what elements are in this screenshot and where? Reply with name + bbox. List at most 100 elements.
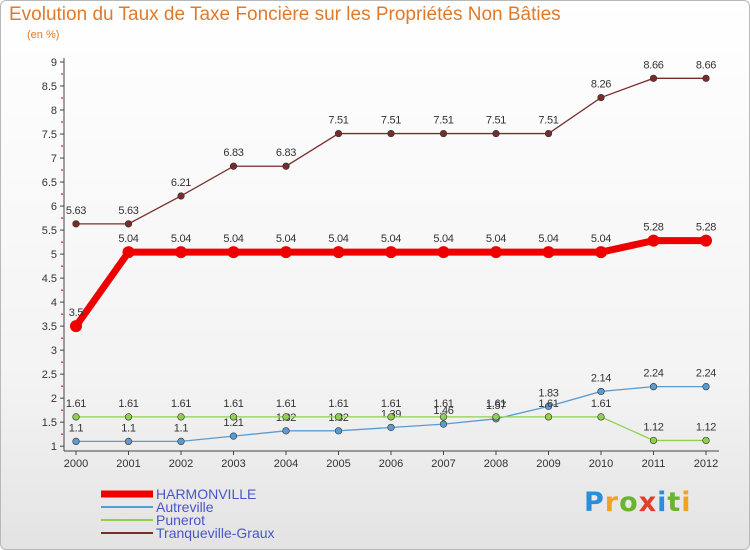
y-minor-dot (61, 265, 63, 268)
y-tick-label: 7.5 (42, 129, 57, 141)
data-point-punerot (72, 413, 80, 421)
series-line-tranqueville-graux (76, 77, 706, 225)
y-tick-label: 9 (51, 57, 57, 69)
data-label-harmonville: 5.04 (223, 233, 243, 245)
data-label-tranqueville-graux: 8.66 (643, 59, 663, 71)
data-point-autreville (124, 437, 133, 445)
y-tick-label: 2 (51, 393, 57, 405)
data-point-autreville (334, 427, 343, 435)
data-label-tranqueville-graux: 7.51 (538, 115, 558, 127)
data-point-punerot (439, 413, 448, 421)
data-label-autreville: 1.57 (486, 400, 506, 412)
y-minor-dot (61, 169, 63, 171)
x-tick-label: 2012 (694, 458, 718, 470)
data-point-autreville (387, 423, 395, 432)
data-point-harmonville (332, 246, 345, 259)
data-point-autreville (439, 420, 448, 428)
data-label-autreville: 1.1 (69, 422, 84, 434)
x-tick-label: 2008 (484, 458, 508, 470)
data-point-punerot (282, 413, 290, 421)
x-tick-label: 2005 (326, 458, 350, 470)
data-label-punerot: 1.61 (66, 398, 86, 410)
data-label-autreville: 1.21 (223, 417, 243, 429)
data-label-punerot: 1.61 (328, 398, 348, 410)
data-label-tranqueville-graux: 5.63 (66, 205, 86, 217)
legend-label-autreville: Autreville (156, 499, 214, 515)
data-label-harmonville: 5.04 (591, 233, 611, 245)
data-label-tranqueville-graux: 6.83 (276, 147, 296, 159)
data-label-harmonville: 5.04 (118, 233, 138, 245)
data-point-harmonville (490, 246, 502, 259)
x-tick-label: 2003 (221, 458, 245, 470)
data-label-harmonville: 5.28 (696, 222, 716, 234)
data-point-punerot (177, 413, 185, 421)
y-minor-dot (61, 313, 63, 316)
x-tick-label: 2010 (589, 458, 613, 470)
data-point-punerot (702, 436, 710, 445)
y-minor-dot (61, 241, 63, 243)
y-tick-label: 2.5 (42, 369, 57, 381)
data-label-tranqueville-graux: 7.51 (486, 115, 506, 127)
data-label-autreville: 1.46 (433, 405, 453, 417)
data-label-tranqueville-graux: 8.26 (591, 79, 611, 91)
data-point-punerot (492, 413, 500, 421)
y-tick-label: 8.5 (42, 81, 57, 93)
data-label-tranqueville-graux: 7.51 (381, 115, 401, 127)
data-point-autreville (229, 432, 238, 440)
data-point-harmonville (385, 246, 397, 259)
y-minor-dot (61, 217, 63, 219)
x-tick-label: 2001 (116, 458, 140, 470)
data-label-autreville: 1.1 (121, 422, 136, 434)
x-tick-label: 2004 (274, 458, 298, 470)
data-point-tranqueville-graux (229, 162, 238, 170)
y-minor-dot (61, 289, 63, 292)
data-label-punerot: 1.12 (696, 421, 716, 433)
y-tick-label: 3 (51, 345, 57, 357)
data-label-autreville: 1.83 (538, 387, 558, 399)
data-label-autreville: 2.24 (643, 368, 663, 380)
data-point-punerot (124, 413, 133, 421)
data-point-punerot (387, 413, 395, 421)
data-label-autreville: 2.14 (591, 372, 611, 384)
y-tick-label: 5.5 (42, 225, 57, 237)
data-label-punerot: 1.61 (276, 398, 296, 410)
data-label-punerot: 1.61 (538, 398, 558, 410)
data-label-punerot: 1.61 (591, 398, 611, 410)
data-label-punerot: 1.61 (118, 398, 138, 410)
data-point-tranqueville-graux (72, 220, 80, 228)
data-point-autreville (597, 387, 605, 396)
data-point-punerot (597, 413, 605, 421)
y-minor-dot (61, 433, 63, 436)
data-point-harmonville (542, 246, 555, 259)
data-label-punerot: 1.61 (223, 398, 243, 410)
y-minor-dot (61, 193, 63, 195)
y-tick-label: 4 (51, 297, 57, 309)
data-point-punerot (544, 413, 553, 421)
data-label-punerot: 1.61 (433, 398, 453, 410)
data-label-punerot: 1.61 (486, 398, 506, 410)
data-point-autreville (544, 402, 553, 410)
data-point-harmonville (595, 246, 607, 259)
data-point-tranqueville-graux (334, 129, 343, 138)
data-label-autreville: 2.24 (696, 368, 716, 380)
data-label-tranqueville-graux: 8.66 (696, 59, 716, 71)
x-tick-label: 2006 (379, 458, 403, 470)
data-point-tranqueville-graux (597, 93, 605, 102)
data-label-punerot: 1.12 (643, 421, 663, 433)
data-label-harmonville: 5.04 (486, 233, 506, 245)
data-point-tranqueville-graux (439, 129, 448, 138)
y-minor-dot (61, 337, 63, 340)
legend-label-punerot: Punerot (156, 512, 205, 528)
data-point-harmonville (700, 234, 712, 247)
data-label-harmonville: 5.04 (538, 233, 558, 245)
data-point-autreville (72, 437, 80, 445)
data-point-autreville (282, 427, 290, 435)
legend-label-harmonville: HARMONVILLE (156, 486, 256, 502)
data-point-punerot (334, 413, 343, 421)
data-point-tranqueville-graux (387, 129, 395, 138)
data-point-tranqueville-graux (492, 129, 500, 138)
y-minor-dot (61, 385, 63, 388)
data-label-harmonville: 5.04 (328, 233, 348, 245)
